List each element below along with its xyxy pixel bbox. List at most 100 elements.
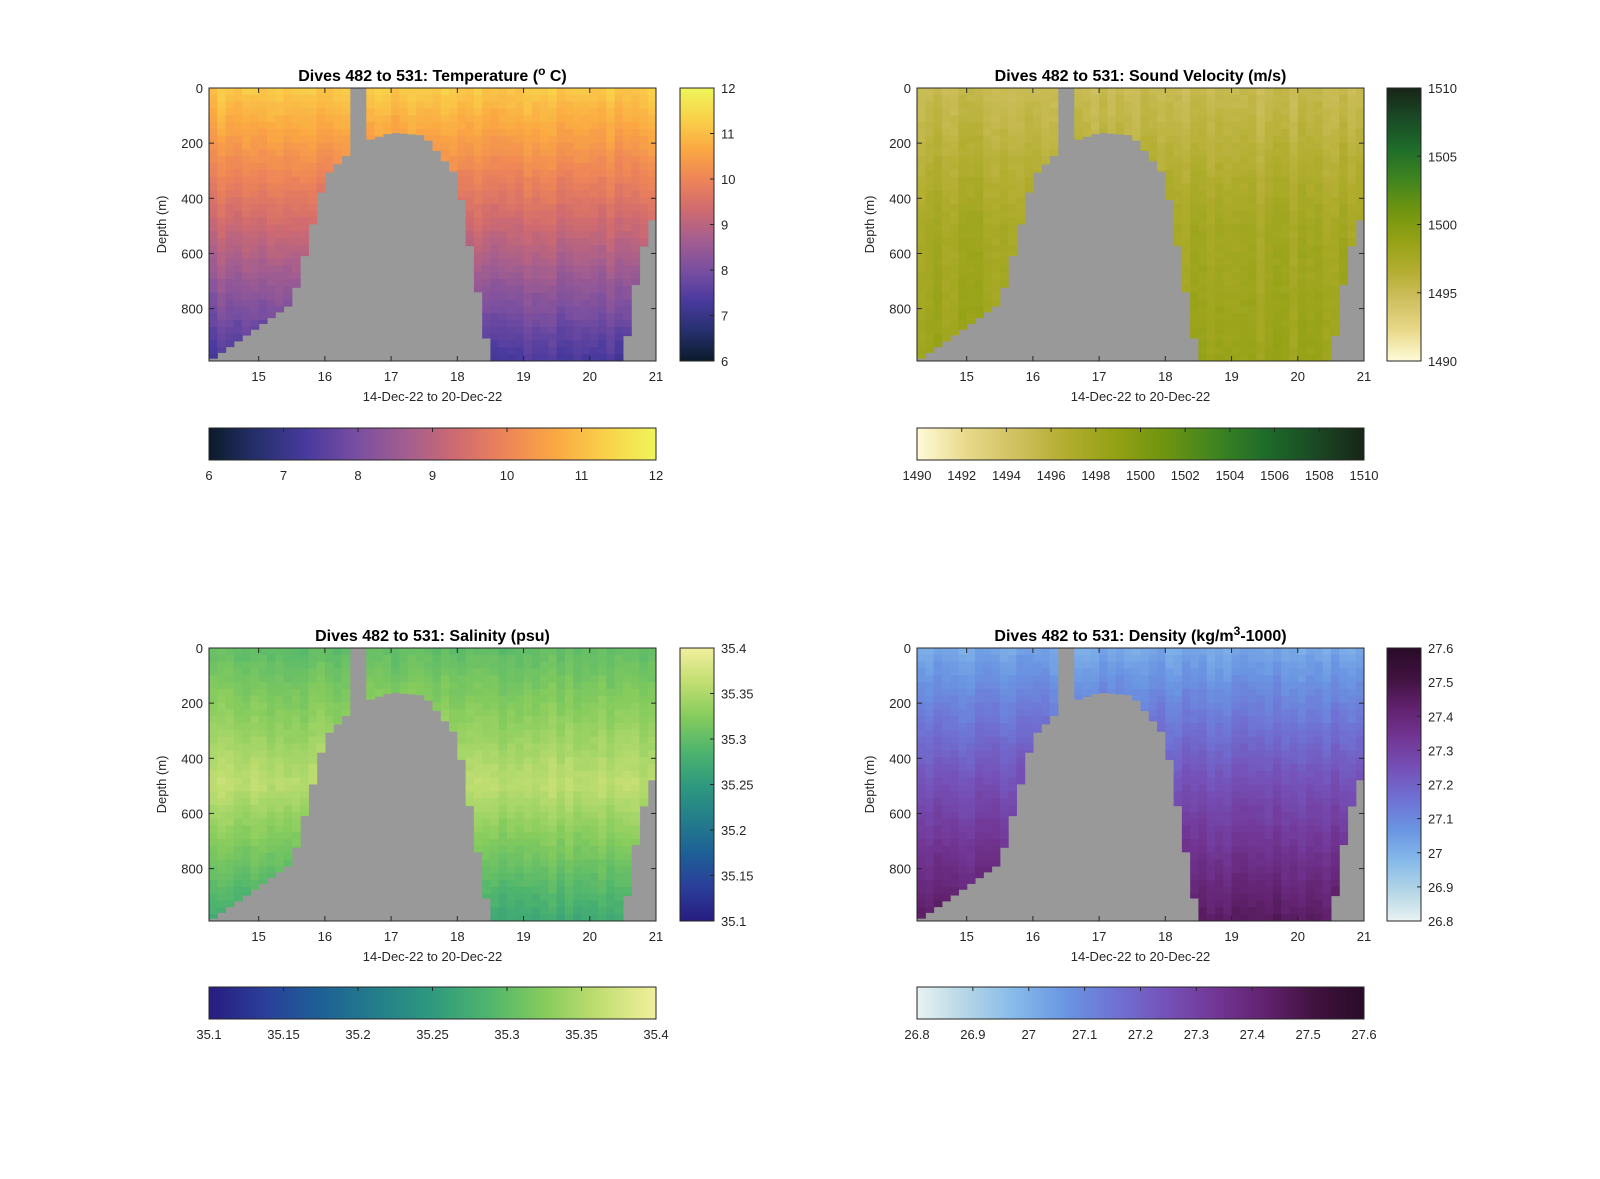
heatmap-cell — [266, 777, 276, 786]
heatmap-cell — [1099, 101, 1108, 110]
colorbar-tick-label: 8 — [354, 468, 361, 483]
heatmap-cell — [308, 88, 318, 96]
heatmap-cell — [316, 654, 326, 663]
heatmap-cell — [217, 299, 227, 307]
heatmap-cell — [316, 695, 326, 704]
heatmap-cell — [498, 743, 508, 751]
heatmap-cell — [933, 108, 943, 116]
heatmap-cell — [490, 880, 500, 888]
heatmap-cell — [1306, 183, 1315, 191]
heatmap-cell — [581, 292, 591, 301]
heatmap-cell — [598, 135, 607, 144]
heatmap-cell — [941, 736, 951, 745]
heatmap-cell — [589, 784, 599, 792]
heatmap-cell — [1306, 306, 1315, 314]
heatmap-cell — [291, 804, 301, 813]
heatmap-cell — [391, 661, 400, 670]
heatmap-cell — [1032, 682, 1042, 690]
y-tick-label: 600 — [889, 246, 911, 261]
heatmap-cell — [974, 791, 984, 799]
heatmap-cell — [498, 729, 508, 738]
heatmap-cell — [324, 723, 334, 731]
heatmap-cell — [589, 94, 599, 103]
heatmap-cell — [925, 340, 935, 348]
heatmap-cell — [482, 668, 492, 676]
heatmap-cell — [324, 702, 334, 711]
heatmap-cell — [548, 135, 558, 144]
heatmap-cell — [647, 675, 656, 683]
heatmap-cell — [999, 839, 1009, 847]
colorbar-tick-label: 8 — [721, 263, 728, 278]
heatmap-cell — [983, 176, 993, 185]
heatmap-cell — [925, 101, 935, 110]
heatmap-cell — [958, 251, 968, 260]
heatmap-cell — [432, 135, 442, 144]
heatmap-cell — [465, 231, 475, 239]
heatmap-cell — [291, 128, 301, 137]
heatmap-cell — [589, 197, 599, 205]
heatmap-cell — [531, 818, 541, 827]
heatmap-cell — [300, 142, 309, 151]
heatmap-cell — [1314, 265, 1324, 273]
heatmap-cell — [523, 340, 533, 348]
heatmap-cell — [1272, 163, 1282, 171]
heatmap-cell — [917, 900, 926, 908]
heatmap-cell — [556, 306, 566, 314]
heatmap-cell — [407, 128, 417, 135]
heatmap-cell — [556, 654, 566, 663]
heatmap-cell — [1289, 217, 1299, 226]
heatmap-cell — [531, 320, 541, 328]
heatmap-cell — [639, 210, 649, 219]
heatmap-cell — [1198, 231, 1208, 239]
heatmap-cell — [490, 292, 500, 301]
heatmap-cell — [258, 729, 268, 738]
heatmap-cell — [925, 729, 935, 738]
heatmap-cell — [1314, 306, 1324, 314]
heatmap-cell — [217, 115, 227, 123]
heatmap-cell — [540, 798, 549, 806]
heatmap-cell — [573, 265, 583, 273]
heatmap-cell — [1024, 668, 1034, 676]
heatmap-cell — [531, 675, 541, 683]
heatmap-cell — [1148, 101, 1158, 110]
heatmap-cell — [631, 661, 641, 670]
heatmap-cell — [1330, 122, 1340, 130]
heatmap-cell — [250, 866, 260, 874]
heatmap-cell — [925, 285, 935, 294]
heatmap-cell — [209, 347, 218, 355]
heatmap-cell — [507, 128, 516, 137]
heatmap-cell — [482, 306, 492, 314]
heatmap-cell — [531, 757, 541, 765]
heatmap-cell — [217, 750, 227, 758]
heatmap-cell — [258, 791, 268, 799]
heatmap-cell — [440, 88, 450, 96]
heatmap-cell — [631, 688, 641, 697]
heatmap-cell — [581, 285, 591, 294]
heatmap-cell — [974, 306, 984, 314]
heatmap-cell — [1231, 217, 1241, 226]
heatmap-cell — [966, 654, 976, 663]
heatmap-cell — [974, 832, 984, 840]
heatmap-cell — [639, 804, 649, 807]
heatmap-cell — [581, 156, 591, 164]
x-tick-label: 18 — [450, 929, 464, 944]
heatmap-cell — [308, 169, 318, 178]
heatmap-cell — [598, 654, 607, 663]
heatmap-cell — [258, 285, 268, 294]
heatmap-cell — [540, 914, 549, 921]
heatmap-cell — [540, 272, 549, 280]
heatmap-cell — [258, 190, 268, 198]
heatmap-cell — [966, 251, 976, 260]
heatmap-cell — [631, 825, 641, 833]
heatmap-cell — [308, 163, 318, 171]
heatmap-cell — [598, 224, 607, 232]
heatmap-cell — [1330, 326, 1340, 335]
heatmap-cell — [974, 142, 984, 151]
heatmap-cell — [974, 210, 984, 219]
heatmap-cell — [598, 907, 607, 915]
heatmap-cell — [1281, 231, 1291, 239]
heatmap-cell — [275, 224, 285, 232]
heatmap-cell — [209, 750, 218, 758]
heatmap-cell — [540, 770, 549, 779]
heatmap-cell — [1198, 169, 1208, 178]
